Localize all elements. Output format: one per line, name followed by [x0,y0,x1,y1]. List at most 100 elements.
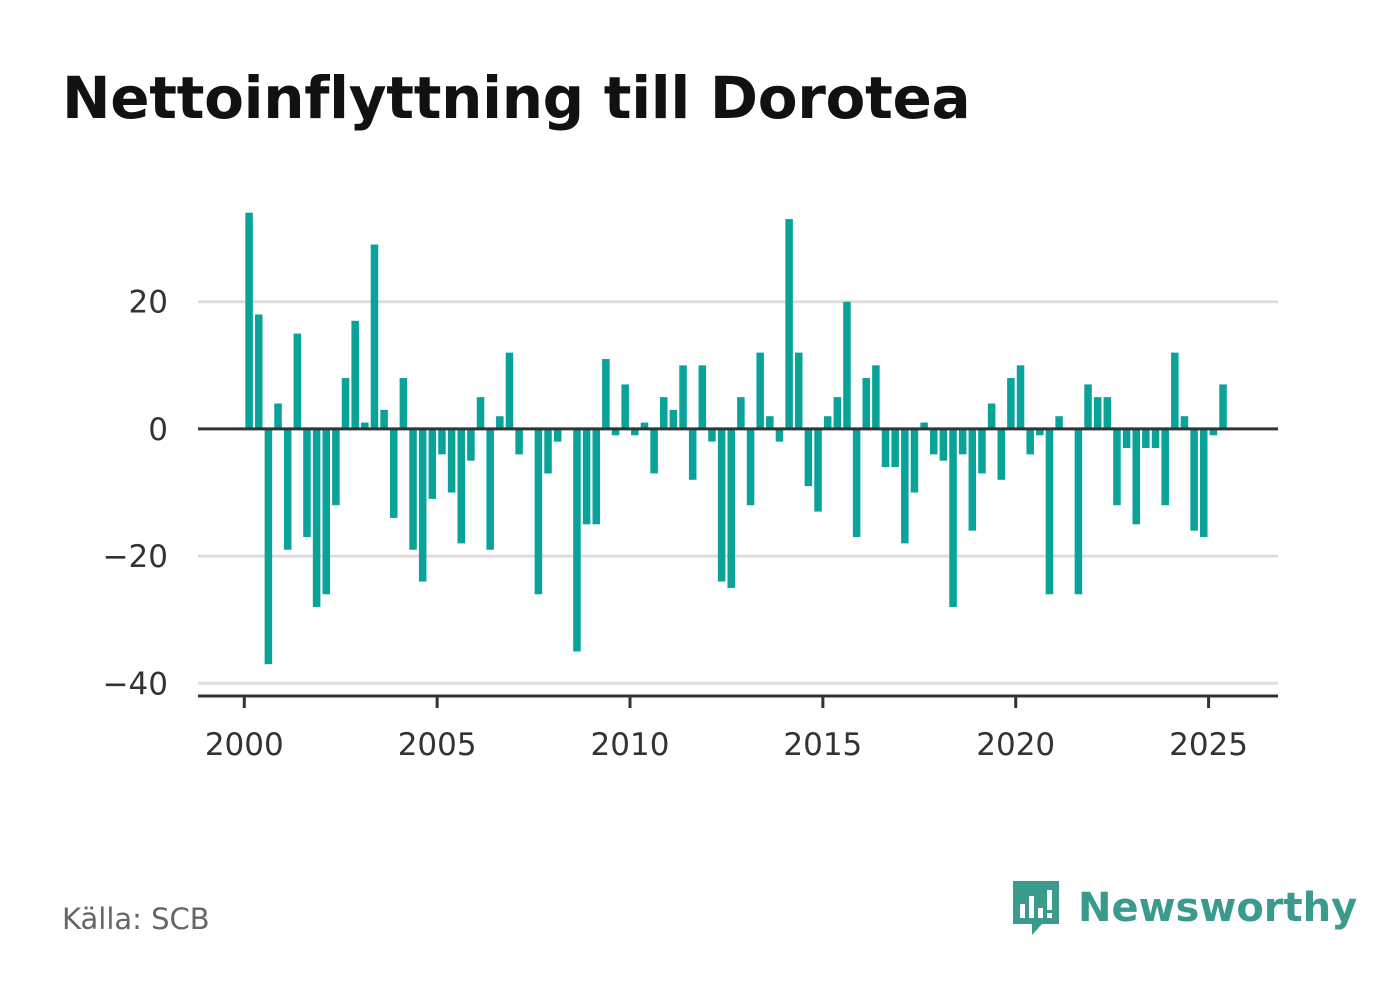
bar [852,428,861,538]
bar [631,428,639,436]
bar [881,428,890,468]
bar [409,428,417,550]
bar [428,428,437,499]
tick-labels: 20 0 −20 −40 2000 2005 2010 2015 2020 2025 [103,285,1248,763]
bar [1180,416,1189,429]
bar [573,428,581,652]
bar [611,428,620,436]
x-tick-label: 2025 [1169,727,1248,763]
bar [640,422,649,429]
bar [717,428,726,582]
bar [727,428,736,588]
bar [756,352,764,429]
x-tick-label: 2015 [783,727,862,763]
y-tick-label: 0 [148,412,168,448]
bar [1103,397,1112,429]
bar [659,397,668,429]
bar [1074,428,1083,595]
bar [1199,428,1208,538]
bar [274,403,282,429]
bar [505,352,514,429]
bar [698,365,707,429]
bar [794,352,803,429]
bar [602,358,610,429]
bar [1122,428,1131,448]
bar [332,428,340,506]
bar [1132,428,1141,525]
bar [939,428,948,461]
bar [804,428,813,487]
bar [958,428,967,455]
bar [496,416,504,429]
bar [1219,384,1227,429]
bar [418,428,427,582]
bar [1055,416,1063,429]
bar [370,244,379,429]
bar [1045,428,1054,595]
bar [901,428,909,544]
bar [920,422,928,429]
bar [457,428,466,544]
chart-title: Nettoinflyttning till Dorotea [62,64,971,132]
bar [775,428,784,442]
bar [322,428,331,595]
bar-chart-speech-bubble-icon [1013,881,1059,935]
bar [872,365,880,429]
x-tick-label: 2020 [976,727,1055,763]
bar [1026,428,1034,455]
bar [929,428,938,455]
bar [544,428,552,474]
bar [621,384,629,429]
bar [1209,428,1218,436]
bar [1190,428,1198,531]
bar [1084,384,1092,429]
bar [303,428,311,538]
bar [399,378,408,429]
bar [592,428,601,525]
bar [785,219,793,429]
bar [891,428,899,468]
bar [987,403,996,429]
bar [515,428,523,455]
bar [447,428,456,493]
bar [669,409,678,429]
bar [746,428,755,506]
bar [1142,428,1150,448]
bar [380,409,388,429]
bar [341,378,350,429]
bar [650,428,658,474]
bar [949,428,957,607]
bar [476,397,485,429]
bars [245,212,1227,665]
axes [198,427,1278,708]
bar [312,428,321,607]
bar [766,416,774,429]
bar [486,428,494,550]
bar [997,428,1006,480]
bar [1036,428,1044,436]
bar [737,397,745,429]
bar [968,428,977,531]
bar [1161,428,1169,506]
brand-logo: Newsworthy [1010,878,1357,938]
x-tick-label: 2000 [205,727,284,763]
bar [438,428,446,455]
bar [283,428,292,550]
bar [351,320,359,429]
bar [553,428,562,442]
bar [361,422,369,429]
bar [1171,352,1179,429]
bar [582,428,591,525]
bar [1093,397,1102,429]
bar [245,212,253,429]
y-tick-label: 20 [129,285,168,321]
bar [823,416,832,429]
bar [467,428,475,461]
bar [389,428,398,518]
bar [1113,428,1121,506]
x-tick-label: 2005 [398,727,477,763]
y-tick-label: −20 [103,539,168,575]
bar [534,428,543,595]
bar [708,428,716,442]
